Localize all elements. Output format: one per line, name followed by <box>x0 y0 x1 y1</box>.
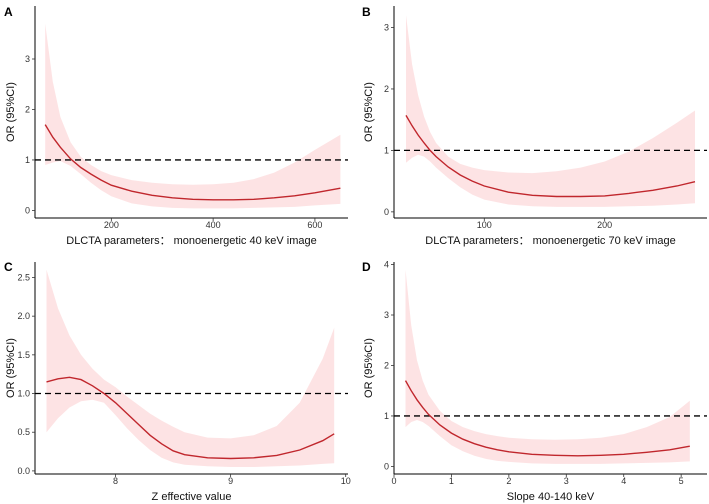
x-tick-label-b: 100 <box>477 220 492 230</box>
x-tick-label-a: 200 <box>104 220 119 230</box>
x-tick-label-d: 1 <box>449 476 454 486</box>
ci-band-b <box>406 15 695 207</box>
or-curve-c <box>46 376 335 460</box>
y-axis-title-c: OR (95%CI) <box>5 338 17 398</box>
y-axis-title-b: OR (95%CI) <box>363 82 375 142</box>
y-axis-title-a: OR (95%CI) <box>5 82 17 142</box>
x-tick-label-d: 3 <box>564 476 569 486</box>
y-tick-label-a: 2 <box>25 104 30 114</box>
panel-label-d: D <box>362 260 371 274</box>
x-tick-label-d: 0 <box>391 476 396 486</box>
or-curve-a <box>44 124 341 201</box>
x-tick-label-c: 9 <box>228 476 233 486</box>
x-tick-label-d: 4 <box>621 476 626 486</box>
y-tick-label-c: 2.0 <box>17 311 30 321</box>
panel-label-b: B <box>362 5 371 19</box>
y-tick-label-b: 1 <box>384 145 389 155</box>
x-axis-title-d: Slope 40-140 keV <box>507 491 595 503</box>
y-tick-label-d: 1 <box>384 411 389 421</box>
y-tick-label-c: 1.0 <box>17 389 30 399</box>
panel-label-a: A <box>4 5 13 19</box>
x-tick-label-d: 2 <box>506 476 511 486</box>
x-tick-label-c: 10 <box>341 476 351 486</box>
y-tick-label-b: 3 <box>384 23 389 33</box>
x-tick-label-a: 400 <box>206 220 221 230</box>
or-curve-d <box>404 380 690 457</box>
ci-band-c <box>46 269 335 467</box>
y-tick-label-c: 0.0 <box>17 466 30 476</box>
y-tick-label-a: 1 <box>25 155 30 165</box>
x-tick-label-c: 8 <box>113 476 118 486</box>
x-tick-label-b: 200 <box>597 220 612 230</box>
y-tick-label-d: 3 <box>384 310 389 320</box>
ci-band-a <box>45 23 341 209</box>
y-tick-label-c: 2.5 <box>17 272 30 282</box>
panel-a: 0 1 2 3 200 400 600 DLCTA parameters： monoenerg… <box>4 5 348 247</box>
or-curve-b <box>405 115 696 198</box>
panel-c: 0.0 0.5 1.0 1.5 2.0 2.5 8 9 10 Z effective value O… <box>4 260 351 503</box>
x-tick-label-d: 5 <box>679 476 684 486</box>
x-axis-title-c: Z effective value <box>152 491 232 503</box>
y-tick-label-d: 2 <box>384 360 389 370</box>
y-axis-title-d: OR (95%CI) <box>363 338 375 398</box>
y-tick-label-b: 0 <box>384 207 389 217</box>
x-tick-label-a: 600 <box>307 220 322 230</box>
y-tick-label-d: 0 <box>384 461 389 471</box>
x-axis-title-a: DLCTA parameters： monoenergetic 40 keV i… <box>66 235 316 247</box>
y-tick-label-b: 2 <box>384 84 389 94</box>
ci-band-d <box>405 269 690 464</box>
y-tick-label-c: 0.5 <box>17 427 30 437</box>
panel-label-c: C <box>4 260 13 274</box>
y-tick-label-a: 3 <box>25 54 30 64</box>
x-axis-title-b: DLCTA parameters： monoenergetic 70 keV i… <box>425 235 675 247</box>
panel-d: 0 1 2 3 4 0 1 2 3 4 5 Slope 40-140 keV OR (95%CI) D <box>362 260 707 503</box>
y-tick-label-c: 1.5 <box>17 350 30 360</box>
y-tick-label-a: 0 <box>25 205 30 215</box>
y-tick-label-d: 4 <box>384 260 389 270</box>
panel-b: 0 1 2 3 100 200 DLCTA parameters： monoenergeti… <box>362 5 707 247</box>
